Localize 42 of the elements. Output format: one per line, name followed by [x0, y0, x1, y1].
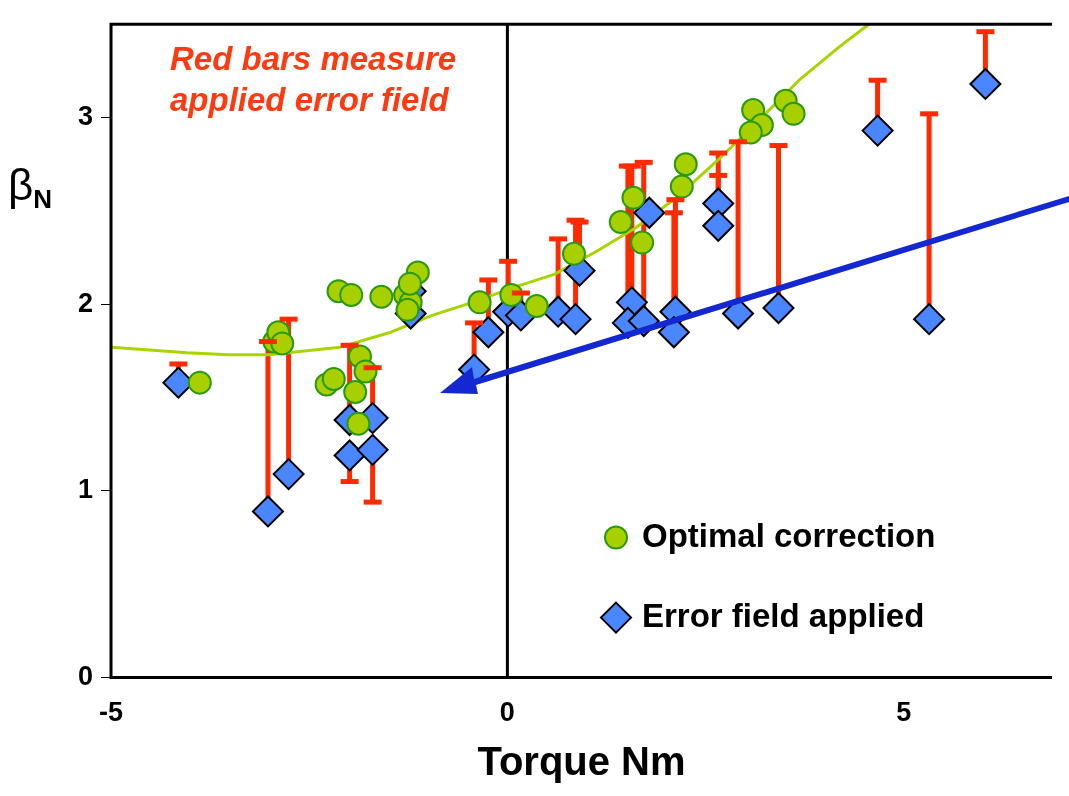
point [738, 120, 763, 145]
point [561, 241, 586, 266]
point [397, 271, 422, 296]
point [343, 379, 368, 404]
point [630, 230, 655, 255]
x-tick-label: 5 [896, 697, 912, 728]
legend-label: Error field applied [642, 596, 925, 634]
x-axis-title: Torque Nm [477, 739, 686, 784]
point [669, 174, 694, 199]
point [187, 370, 212, 395]
point [559, 303, 592, 336]
point [395, 297, 420, 322]
y-tick-label: 3 [77, 101, 94, 131]
point [673, 152, 698, 177]
point [472, 316, 505, 349]
point [762, 291, 795, 324]
point [467, 290, 492, 315]
point [369, 284, 394, 309]
point [913, 303, 946, 336]
point [339, 282, 364, 307]
point [251, 495, 284, 528]
point [621, 185, 646, 210]
point [346, 411, 371, 436]
x-tick-label: -5 [99, 697, 124, 728]
annotation: Red bars measure applied error field [170, 40, 457, 118]
point [861, 114, 894, 147]
y-tick-label: 2 [77, 287, 94, 318]
point [608, 210, 633, 235]
legend-label: Optimal correction [642, 516, 936, 554]
point [633, 196, 666, 229]
point [702, 209, 735, 242]
point [272, 458, 305, 491]
point [969, 67, 1002, 100]
y-tick-label: 1 [77, 474, 94, 505]
point [356, 433, 389, 466]
point [781, 101, 806, 126]
point [270, 331, 295, 356]
point [321, 366, 346, 391]
point [524, 294, 549, 319]
point [333, 439, 366, 472]
y-tick-label: 0 [77, 661, 94, 692]
x-tick-label: 0 [499, 697, 515, 728]
